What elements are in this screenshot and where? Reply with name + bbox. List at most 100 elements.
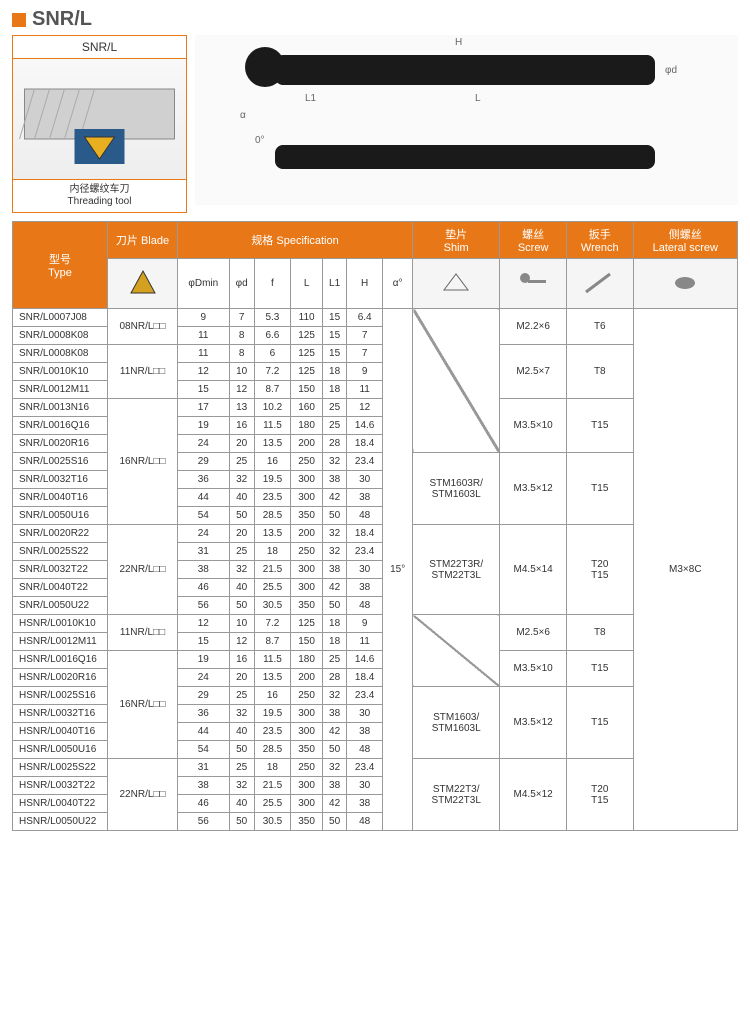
spec-table: 型号 Type 刀片 Blade 规格 Specification 垫片 Shi… [12, 221, 738, 831]
cell-val: 50 [229, 813, 254, 831]
cell-type: SNR/L0007J08 [13, 309, 108, 327]
cell-shim: STM1603/ STM1603L [413, 687, 500, 759]
cell-val: 6.4 [347, 309, 383, 327]
cell-type: SNR/L0032T22 [13, 561, 108, 579]
cell-val: 38 [347, 723, 383, 741]
cell-type: HSNR/L0020R16 [13, 669, 108, 687]
cell-val: 32 [229, 471, 254, 489]
th-shim: 垫片 Shim [413, 222, 500, 259]
cell-val: 30 [347, 777, 383, 795]
cell-type: SNR/L0025S22 [13, 543, 108, 561]
cell-shim: STM22T3R/ STM22T3L [413, 525, 500, 615]
cell-screw: M2.5×6 [500, 615, 567, 651]
cell-val: 18.4 [347, 525, 383, 543]
cell-val: 18 [254, 543, 290, 561]
cell-type: SNR/L0012M11 [13, 381, 108, 399]
cell-blade: 11NR/L□□ [108, 615, 178, 651]
cell-val: 38 [347, 489, 383, 507]
cell-type: HSNR/L0025S22 [13, 759, 108, 777]
cell-val: 29 [178, 687, 230, 705]
cell-val: 44 [178, 723, 230, 741]
cell-val: 10 [229, 363, 254, 381]
cell-val: 150 [291, 381, 323, 399]
cell-wrench: T20 T15 [566, 525, 633, 615]
page-header: SNR/L [0, 0, 750, 35]
cell-val: 300 [291, 579, 323, 597]
cell-val: 16 [229, 417, 254, 435]
cell-val: 16 [254, 687, 290, 705]
cell-type: HSNR/L0050U16 [13, 741, 108, 759]
cell-val: 38 [323, 705, 347, 723]
cell-val: 20 [229, 525, 254, 543]
cell-val: 12 [229, 381, 254, 399]
cell-type: HSNR/L0040T16 [13, 723, 108, 741]
cell-val: 32 [323, 687, 347, 705]
table-row: HSNR/L0016Q1616NR/L□□191611.51802514.6M3… [13, 651, 738, 669]
cell-blade: 22NR/L□□ [108, 759, 178, 831]
cell-val: 36 [178, 471, 230, 489]
cell-type: HSNR/L0010K10 [13, 615, 108, 633]
cell-val: 19.5 [254, 705, 290, 723]
cell-val: 48 [347, 813, 383, 831]
cell-val: 300 [291, 705, 323, 723]
cell-val: 13.5 [254, 435, 290, 453]
cell-val: 56 [178, 597, 230, 615]
cell-type: SNR/L0020R16 [13, 435, 108, 453]
cell-val: 16 [229, 651, 254, 669]
cell-val: 13 [229, 399, 254, 417]
cell-val: 38 [323, 561, 347, 579]
cell-val: 250 [291, 453, 323, 471]
cell-val: 54 [178, 507, 230, 525]
cell-val: 18.4 [347, 669, 383, 687]
cell-screw: M4.5×12 [500, 759, 567, 831]
cell-val: 18 [323, 363, 347, 381]
cell-blade: 16NR/L□□ [108, 651, 178, 759]
cell-val: 9 [347, 363, 383, 381]
cell-val: 50 [323, 597, 347, 615]
cell-val: 350 [291, 507, 323, 525]
cell-val: 29 [178, 453, 230, 471]
cell-val: 20 [229, 669, 254, 687]
cell-type: HSNR/L0032T16 [13, 705, 108, 723]
cell-val: 11 [347, 633, 383, 651]
table-row: SNR/L0013N1616NR/L□□171310.21602512M3.5×… [13, 399, 738, 417]
cell-val: 125 [291, 345, 323, 363]
cell-val: 42 [323, 579, 347, 597]
cell-val: 48 [347, 507, 383, 525]
cell-val: 25 [229, 759, 254, 777]
cell-val: 23.4 [347, 453, 383, 471]
cell-type: SNR/L0020R22 [13, 525, 108, 543]
cell-val: 9 [347, 615, 383, 633]
th-screw: 螺丝 Screw [500, 222, 567, 259]
cell-val: 32 [323, 453, 347, 471]
cell-val: 30 [347, 705, 383, 723]
cell-val: 125 [291, 327, 323, 345]
cell-type: SNR/L0040T22 [13, 579, 108, 597]
cell-val: 23.4 [347, 759, 383, 777]
end-circle [245, 47, 285, 87]
cell-wrench: T15 [566, 399, 633, 453]
cell-val: 300 [291, 723, 323, 741]
th-l1: L1 [323, 259, 347, 309]
cell-val: 15 [323, 345, 347, 363]
cell-val: 32 [229, 561, 254, 579]
icon-blade [108, 259, 178, 309]
cell-wrench: T15 [566, 651, 633, 687]
cell-shim [413, 309, 500, 453]
cell-alpha: 15° [383, 309, 413, 831]
table-row: HSNR/L0010K1011NR/L□□12107.2125189M2.5×6… [13, 615, 738, 633]
cell-val: 23.4 [347, 687, 383, 705]
tool-name-en: Threading tool [17, 196, 182, 208]
cell-val: 350 [291, 597, 323, 615]
cell-blade: 16NR/L□□ [108, 399, 178, 525]
cell-val: 14.6 [347, 417, 383, 435]
cell-val: 13.5 [254, 525, 290, 543]
cell-val: 350 [291, 741, 323, 759]
cell-val: 38 [178, 777, 230, 795]
cell-type: SNR/L0050U22 [13, 597, 108, 615]
cell-val: 24 [178, 669, 230, 687]
icon-screw [500, 259, 567, 309]
bar-top [275, 55, 655, 85]
cell-val: 12 [178, 363, 230, 381]
cell-val: 350 [291, 813, 323, 831]
